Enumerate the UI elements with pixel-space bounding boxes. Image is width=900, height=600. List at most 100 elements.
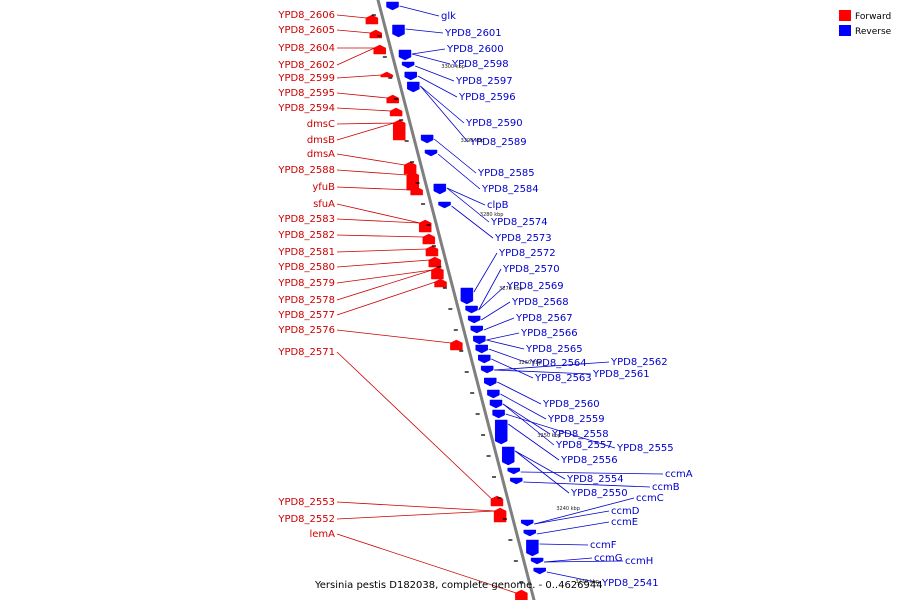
forward-gene-label[interactable]: YPD8_2582 (277, 230, 335, 241)
reverse-gene-label[interactable]: YPD8_2559 (547, 414, 605, 425)
reverse-gene-label[interactable]: YPD8_2597 (455, 76, 513, 87)
forward-gene-label[interactable]: YPD8_2595 (277, 88, 335, 99)
reverse-gene-glyph[interactable] (520, 519, 534, 527)
reverse-gene-glyph[interactable] (404, 71, 417, 81)
forward-gene-glyph[interactable] (515, 589, 528, 600)
reverse-gene-glyph[interactable] (424, 149, 438, 157)
reverse-gene-label[interactable]: ccmE (611, 517, 638, 528)
forward-gene-glyph[interactable] (365, 14, 379, 25)
reverse-gene-glyph[interactable] (523, 529, 537, 537)
reverse-gene-glyph[interactable] (420, 134, 434, 144)
reverse-gene-label[interactable]: YPD8_2567 (515, 313, 573, 324)
forward-gene-label[interactable]: dmsB (307, 135, 335, 146)
reverse-gene-label[interactable]: YPD8_2589 (469, 137, 527, 148)
forward-gene-label[interactable]: YPD8_2605 (277, 25, 335, 36)
reverse-gene-glyph[interactable] (489, 399, 503, 409)
reverse-gene-glyph[interactable] (487, 389, 500, 399)
reverse-gene-label[interactable]: YPD8_2557 (555, 440, 613, 451)
reverse-gene-glyph[interactable] (480, 365, 494, 374)
forward-gene-label[interactable]: lemA (309, 529, 335, 540)
reverse-gene-label[interactable]: YPD8_2564 (529, 358, 587, 369)
forward-gene-label[interactable]: YPD8_2599 (277, 73, 335, 84)
forward-gene-label[interactable]: yfuB (312, 182, 335, 193)
reverse-gene-label[interactable]: YPD8_2569 (506, 281, 564, 292)
forward-gene-label[interactable]: dmsC (307, 119, 335, 130)
reverse-gene-label[interactable]: clpB (487, 200, 509, 211)
forward-gene-label[interactable]: sfuA (313, 199, 335, 210)
reverse-gene-label[interactable]: YPD8_2550 (570, 488, 628, 499)
reverse-gene-label[interactable]: YPD8_2600 (446, 44, 504, 55)
reverse-gene-glyph[interactable] (460, 287, 474, 305)
reverse-gene-label[interactable]: YPD8_2563 (534, 373, 592, 384)
forward-gene-label[interactable]: YPD8_2578 (277, 295, 335, 306)
reverse-gene-label[interactable]: ccmG (594, 553, 623, 564)
forward-gene-glyph[interactable] (386, 94, 399, 104)
reverse-gene-glyph[interactable] (433, 183, 447, 195)
forward-gene-label[interactable]: YPD8_2571 (277, 347, 335, 358)
reverse-gene-label[interactable]: ccmC (636, 493, 664, 504)
reverse-gene-label[interactable]: YPD8_2584 (481, 184, 539, 195)
reverse-gene-glyph[interactable] (473, 335, 486, 345)
reverse-gene-label[interactable]: YPD8_2601 (444, 28, 502, 39)
reverse-gene-label[interactable]: YPD8_2556 (560, 455, 618, 466)
reverse-gene-label[interactable]: YPD8_2590 (465, 118, 523, 129)
reverse-gene-glyph[interactable] (392, 24, 405, 38)
reverse-gene-label[interactable]: ccmB (652, 482, 680, 493)
reverse-gene-label[interactable]: YPD8_2574 (490, 217, 548, 228)
reverse-gene-glyph[interactable] (494, 419, 508, 445)
reverse-gene-label[interactable]: YPD8_2570 (502, 264, 560, 275)
forward-gene-label[interactable]: YPD8_2583 (277, 214, 335, 225)
forward-gene-label[interactable]: YPD8_2579 (277, 278, 335, 289)
forward-gene-glyph[interactable] (389, 107, 403, 117)
forward-gene-glyph[interactable] (431, 266, 444, 280)
reverse-gene-label[interactable]: YPD8_2573 (494, 233, 552, 244)
forward-gene-label[interactable]: YPD8_2576 (277, 325, 335, 336)
forward-gene-label[interactable]: YPD8_2604 (277, 43, 335, 54)
forward-gene-glyph[interactable] (434, 278, 447, 288)
reverse-gene-glyph[interactable] (386, 1, 399, 11)
forward-gene-label[interactable]: YPD8_2581 (277, 247, 335, 258)
reverse-gene-glyph[interactable] (401, 61, 415, 69)
forward-gene-label[interactable]: YPD8_2553 (277, 497, 335, 508)
reverse-gene-label[interactable]: YPD8_2562 (610, 357, 668, 368)
forward-gene-glyph[interactable] (425, 245, 439, 257)
forward-gene-label[interactable]: YPD8_2606 (277, 10, 335, 21)
forward-gene-glyph[interactable] (428, 256, 442, 268)
forward-gene-label[interactable]: YPD8_2577 (277, 310, 335, 321)
reverse-gene-glyph[interactable] (467, 315, 481, 324)
reverse-gene-label[interactable]: ccmF (590, 540, 617, 551)
forward-gene-label[interactable]: YPD8_2580 (277, 262, 335, 273)
reverse-gene-label[interactable]: ccmA (665, 469, 693, 480)
forward-gene-glyph[interactable] (403, 161, 417, 175)
reverse-gene-glyph[interactable] (492, 409, 505, 419)
reverse-gene-label[interactable]: YPD8_2558 (551, 429, 609, 440)
forward-gene-glyph[interactable] (410, 186, 423, 196)
forward-gene-label[interactable]: YPD8_2594 (277, 103, 335, 114)
reverse-gene-label[interactable]: YPD8_2554 (566, 474, 624, 485)
reverse-gene-label[interactable]: YPD8_2541 (601, 578, 659, 589)
forward-gene-glyph[interactable] (373, 44, 386, 55)
reverse-gene-label[interactable]: YPD8_2555 (616, 443, 674, 454)
reverse-gene-glyph[interactable] (526, 539, 539, 557)
reverse-gene-glyph[interactable] (484, 377, 497, 387)
forward-gene-glyph[interactable] (450, 339, 463, 351)
forward-gene-glyph[interactable] (392, 119, 406, 141)
reverse-gene-label[interactable]: YPD8_2560 (542, 399, 600, 410)
reverse-gene-glyph[interactable] (407, 81, 420, 93)
reverse-gene-glyph[interactable] (475, 344, 488, 354)
reverse-gene-glyph[interactable] (530, 557, 544, 565)
forward-gene-label[interactable]: YPD8_2552 (277, 514, 335, 525)
reverse-gene-label[interactable]: YPD8_2598 (451, 59, 509, 70)
reverse-gene-glyph[interactable] (501, 446, 515, 466)
forward-gene-glyph[interactable] (380, 71, 393, 78)
reverse-gene-glyph[interactable] (438, 201, 451, 209)
reverse-gene-label[interactable]: YPD8_2572 (498, 248, 556, 259)
reverse-gene-glyph[interactable] (470, 325, 484, 334)
reverse-gene-glyph[interactable] (533, 567, 546, 575)
forward-gene-glyph[interactable] (369, 29, 383, 39)
forward-gene-label[interactable]: YPD8_2602 (277, 60, 335, 71)
reverse-gene-label[interactable]: YPD8_2565 (525, 344, 583, 355)
reverse-gene-glyph[interactable] (398, 49, 412, 61)
reverse-gene-label[interactable]: glk (441, 11, 456, 22)
reverse-gene-label[interactable]: YPD8_2568 (511, 297, 569, 308)
